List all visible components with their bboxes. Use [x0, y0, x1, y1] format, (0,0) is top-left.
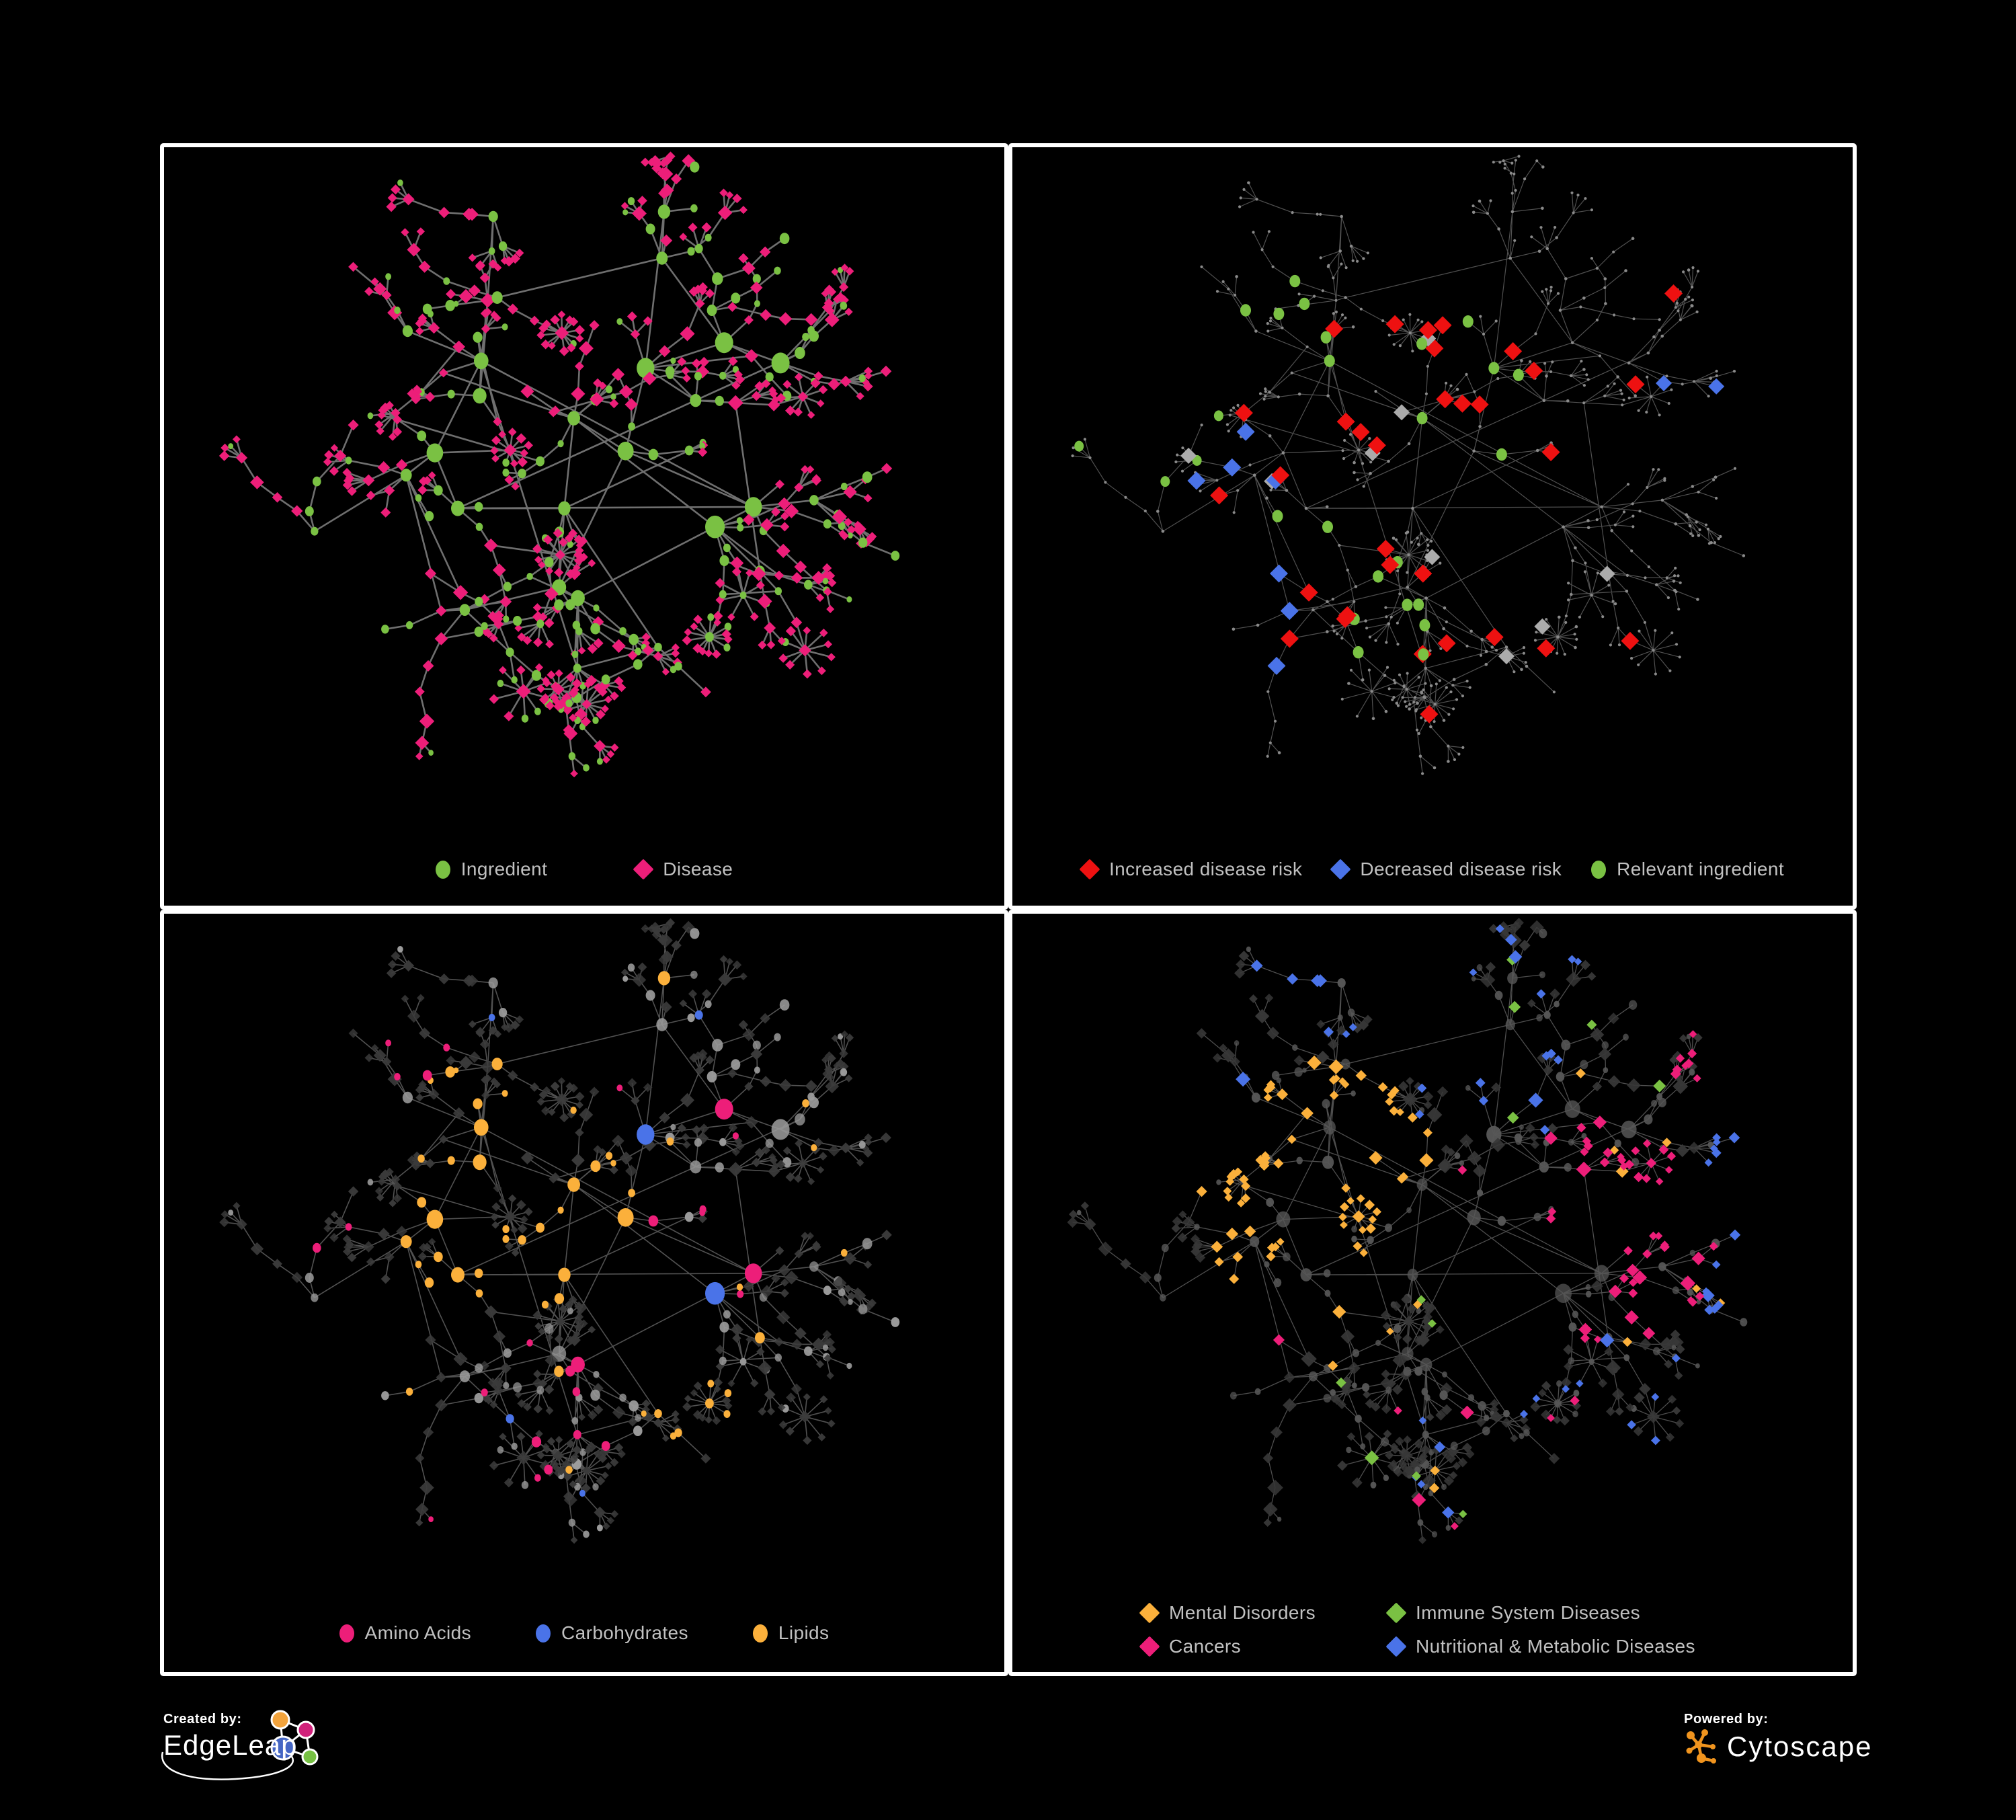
legend-item-nutritional-metabolic-diseases: Nutritional & Metabolic Diseases: [1385, 1636, 1695, 1657]
legend-item-mental-disorders: Mental Disorders: [1139, 1602, 1387, 1624]
legend-label: Nutritional & Metabolic Diseases: [1416, 1636, 1695, 1657]
legend-item-relevant-ingredient: Relevant ingredient: [1591, 859, 1784, 880]
ellipse-symbol-icon: [752, 1624, 768, 1643]
legend-item-increased-disease-risk: Increased disease risk: [1079, 859, 1303, 880]
edgeleap-swoosh: [161, 1751, 294, 1780]
network-edges: [224, 922, 896, 1540]
network-graph-disease-category-network: [1067, 918, 1748, 1544]
edgeleap-logo-text: EdgeLeap: [163, 1729, 298, 1761]
panel-ingredient-disease-network: Ingredient Disease: [160, 143, 1008, 910]
legend-label: Immune System Diseases: [1416, 1602, 1641, 1623]
cytoscape-logo-edges: [1687, 1731, 1716, 1763]
panel-ingredient-class-network: Amino Acids Carbohydrates Lipids: [160, 910, 1008, 1676]
legend-label: Increased disease risk: [1108, 859, 1303, 879]
legend-label: Mental Disorders: [1169, 1602, 1316, 1623]
network-nodes-highlighted: [313, 971, 848, 1522]
legend-item-immune-system-diseases: Immune System Diseases: [1385, 1602, 1695, 1624]
network-nodes-base: [218, 151, 900, 778]
legend-item-disease: Disease: [633, 859, 733, 880]
legend-label: Ingredient: [460, 859, 548, 879]
network-nodes-base: [1067, 918, 1748, 1544]
network-edges: [1072, 922, 1744, 1540]
diamond-symbol-icon: [633, 859, 654, 880]
cytoscape-logo-icon: [1686, 1729, 1716, 1764]
legend-label: Cancers: [1169, 1636, 1242, 1657]
legend-ingredient-class-network: Amino Acids Carbohydrates Lipids: [164, 1622, 1004, 1644]
cytoscape-logo-text: Cytoscape: [1727, 1731, 1873, 1762]
ellipse-symbol-icon: [435, 860, 450, 879]
diamond-symbol-icon: [1079, 859, 1100, 880]
legend-label: Decreased disease risk: [1360, 859, 1562, 879]
network-nodes-highlighted: [1074, 274, 1725, 723]
network-nodes-base: [1071, 155, 1746, 775]
panel-grid: Ingredient Disease Increased disease risk…: [160, 143, 1857, 1676]
network-edges: [224, 155, 896, 774]
diamond-symbol-icon: [1139, 1636, 1160, 1657]
legend-item-cancers: Cancers: [1139, 1636, 1387, 1657]
legend-label: Relevant ingredient: [1617, 859, 1785, 879]
network-graph-ingredient-disease-network: [218, 151, 900, 778]
legend-label: Amino Acids: [364, 1622, 472, 1643]
panel-disease-risk-network: Increased disease risk Decreased disease …: [1008, 143, 1857, 910]
network-edges: [1072, 155, 1744, 774]
created-by-label: Created by:: [163, 1712, 242, 1727]
edgeleap-logo-nodes: [270, 1710, 319, 1766]
legend-item-lipids: Lipids: [752, 1622, 830, 1644]
powered-by-block: Powered by: Cytoscape: [1684, 1712, 1980, 1799]
edgeleap-logo-icon: [161, 1710, 319, 1780]
panel-disease-category-network: Mental Disorders Immune System Diseases Ca…: [1008, 910, 1857, 1676]
legend-item-amino-acids: Amino Acids: [339, 1622, 471, 1644]
powered-by-label: Powered by:: [1684, 1712, 1769, 1727]
diamond-symbol-icon: [1330, 859, 1351, 880]
legend-ingredient-disease-network: Ingredient Disease: [164, 859, 1004, 880]
diamond-symbol-icon: [1385, 1636, 1407, 1657]
legend-label: Lipids: [778, 1622, 830, 1643]
created-by-block: Created by: EdgeLeap: [161, 1710, 513, 1813]
legend-item-decreased-disease-risk: Decreased disease risk: [1330, 859, 1562, 880]
legend-item-carbohydrates: Carbohydrates: [536, 1622, 688, 1644]
ellipse-symbol-icon: [536, 1624, 551, 1643]
legend-disease-category-network: Mental Disorders Immune System Diseases Ca…: [1139, 1602, 1695, 1657]
cytoscape-logo-nodes: [1686, 1729, 1716, 1764]
network-graph-ingredient-class-network: [219, 918, 900, 1544]
diamond-symbol-icon: [1385, 1602, 1407, 1624]
legend-disease-risk-network: Increased disease risk Decreased disease …: [1012, 859, 1853, 880]
legend-label: Carbohydrates: [561, 1622, 688, 1643]
diamond-symbol-icon: [1139, 1602, 1160, 1624]
legend-item-ingredient: Ingredient: [435, 859, 548, 880]
network-graph-disease-risk-network: [1071, 155, 1746, 775]
ellipse-symbol-icon: [339, 1624, 354, 1643]
ellipse-symbol-icon: [1591, 860, 1607, 879]
legend-label: Disease: [663, 859, 733, 879]
